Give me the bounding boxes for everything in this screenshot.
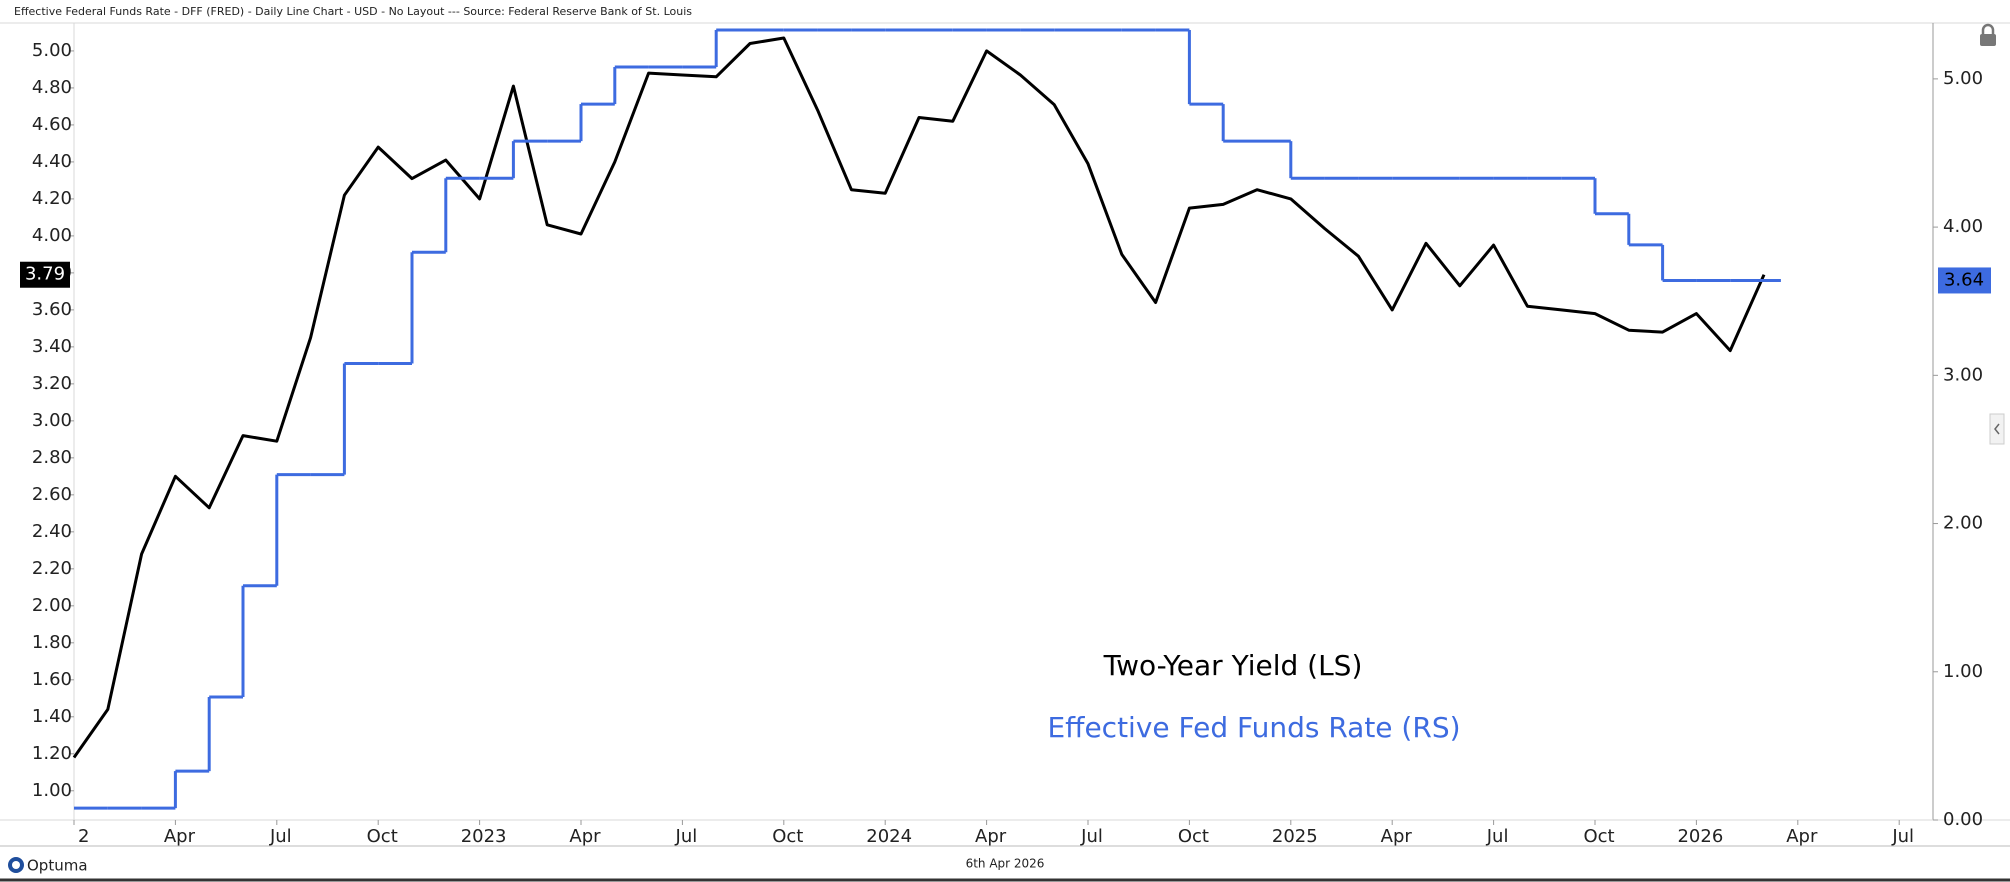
y2-tick-label: 2.00 <box>1943 513 1983 534</box>
y-tick-label: 4.20 <box>32 188 72 209</box>
y-tick-label: 5.00 <box>32 40 72 61</box>
x-tick-label: 2024 <box>866 826 912 847</box>
x-tick-label: 2025 <box>1272 826 1318 847</box>
legend-entry: Effective Fed Funds Rate (RS) <box>1047 711 1460 744</box>
side-toggle-box[interactable] <box>1989 413 2005 445</box>
legend-entry: Two-Year Yield (LS) <box>1103 649 1363 682</box>
lock-body[interactable] <box>1980 34 1996 46</box>
y2-tick-label: 0.00 <box>1943 809 1983 830</box>
y-tick-label: 4.60 <box>32 114 72 135</box>
date-label: 6th Apr 2026 <box>966 857 1045 871</box>
brand-icon-hole <box>12 861 20 869</box>
x-tick-label: Oct <box>1178 826 1209 847</box>
current-value-box <box>1938 267 1991 294</box>
y-tick-label: 3.60 <box>32 299 72 320</box>
y-tick-label: 4.80 <box>32 77 72 98</box>
x-tick-label: Apr <box>569 826 601 847</box>
y-tick-label: 1.80 <box>32 632 72 653</box>
x-tick-label: Oct <box>772 826 803 847</box>
current-value-label: 3.64 <box>1944 269 1984 290</box>
y-tick-label: 2.80 <box>32 447 72 468</box>
x-tick-label: 2023 <box>461 826 507 847</box>
x-tick-label: Oct <box>1583 826 1614 847</box>
y-tick-label: 1.20 <box>32 743 72 764</box>
x-tick-label: Oct <box>367 826 398 847</box>
x-tick-label: 2 <box>78 826 89 847</box>
y-tick-label: 3.20 <box>32 373 72 394</box>
current-value-label: 3.79 <box>25 264 65 285</box>
x-tick-label: Apr <box>164 826 196 847</box>
lock-shackle[interactable] <box>1981 23 1995 34</box>
line-series <box>72 36 1766 759</box>
y-tick-label: 1.60 <box>32 669 72 690</box>
x-tick-label: 2026 <box>1677 826 1723 847</box>
x-tick-label: Jul <box>675 826 698 847</box>
y-tick-label: 4.40 <box>32 151 72 172</box>
x-tick-label: Jul <box>269 826 292 847</box>
side-toggle-arrow[interactable] <box>1994 423 2000 435</box>
brand: Optuma <box>27 857 88 875</box>
x-tick-label: Jul <box>1486 826 1509 847</box>
y-tick-label: 2.40 <box>32 521 72 542</box>
lock-icon[interactable] <box>1980 23 1996 46</box>
y-tick-label: 1.40 <box>32 706 72 727</box>
y-tick-label: 4.00 <box>32 225 72 246</box>
y2-tick-label: 5.00 <box>1943 68 1983 89</box>
y-tick-label: 3.40 <box>32 336 72 357</box>
y2-tick-label: 3.00 <box>1943 364 1983 385</box>
x-tick-label: Jul <box>1891 826 1914 847</box>
x-tick-label: Jul <box>1080 826 1103 847</box>
side-toggle[interactable] <box>1989 413 2005 445</box>
y-tick-label: 2.20 <box>32 558 72 579</box>
y-tick-label: 2.00 <box>32 595 72 616</box>
chart-title: Effective Federal Funds Rate - DFF (FRED… <box>14 5 692 18</box>
y2-tick-label: 1.00 <box>1943 661 1983 682</box>
footer <box>0 846 2010 882</box>
y2-tick-label: 4.00 <box>1943 216 1983 237</box>
current-value-box <box>20 261 70 288</box>
y-tick-label: 1.00 <box>32 780 72 801</box>
x-tick-label: Apr <box>1786 826 1818 847</box>
x-tick-label: Apr <box>1381 826 1413 847</box>
y-tick-label: 2.60 <box>32 484 72 505</box>
y-tick-label: 3.00 <box>32 410 72 431</box>
x-tick-label: Apr <box>975 826 1007 847</box>
